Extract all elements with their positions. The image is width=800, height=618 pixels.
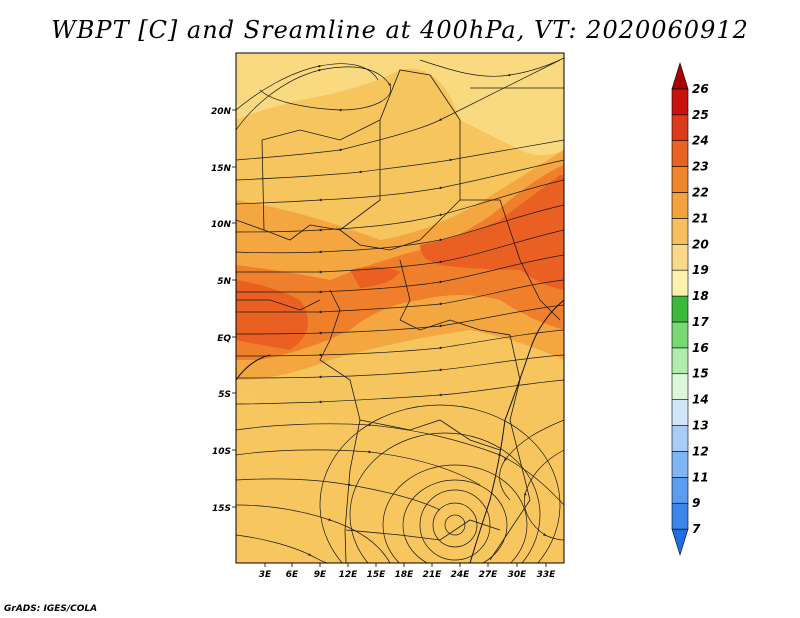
colorbar-label: 23 xyxy=(692,160,709,174)
colorbar-label: 24 xyxy=(692,134,709,148)
map-panel xyxy=(236,53,564,563)
lon-label-9e: 9E xyxy=(314,570,327,580)
credit-text: GrADS: IGES/COLA xyxy=(4,604,98,614)
lon-label-30e: 30E xyxy=(508,570,528,580)
wbpt-area-23 xyxy=(236,175,564,350)
colorbar-swatch xyxy=(671,502,689,530)
lat-label-15n: 15N xyxy=(211,164,232,174)
lat-tick-labels: 20N 15N 10N 5N EQ 5S 10S 15S xyxy=(211,107,232,514)
lon-tick-labels: 3E 6E 9E 12E 15E 18E 21E 24E 27E 30E 33E xyxy=(259,570,556,580)
tick-marks xyxy=(232,109,547,567)
colorbar-label: 11 xyxy=(692,470,709,484)
lon-label-21e: 21E xyxy=(423,570,443,580)
lon-label-18e: 18E xyxy=(395,570,415,580)
colorbar-swatch xyxy=(671,140,689,167)
colorbar-swatch xyxy=(671,243,689,271)
lat-label-20n: 20N xyxy=(211,107,232,117)
colorbar-label: 7 xyxy=(692,522,701,536)
lon-label-33e: 33E xyxy=(537,570,557,580)
lat-label-eq: EQ xyxy=(217,334,231,344)
lon-label-3e: 3E xyxy=(259,570,272,580)
colorbar-swatch xyxy=(671,425,689,452)
colorbar-label: 13 xyxy=(692,419,709,433)
colorbar-label: 22 xyxy=(692,185,709,199)
colorbar-label: 9 xyxy=(692,496,700,510)
lon-label-12e: 12E xyxy=(339,570,359,580)
lat-label-10s: 10S xyxy=(212,447,231,457)
streamlines xyxy=(236,57,564,563)
colorbar-swatch xyxy=(671,399,689,426)
colorbar-label: 20 xyxy=(692,237,709,251)
colorbar-label: 25 xyxy=(692,108,709,122)
colorbar-swatch xyxy=(671,373,689,400)
colorbar-swatch xyxy=(671,295,689,323)
lat-label-5s: 5S xyxy=(218,390,231,400)
wbpt-area-20-south xyxy=(236,390,564,563)
wbpt-area-19 xyxy=(236,53,564,155)
colorbar-label: 16 xyxy=(692,341,709,355)
chart-title: WBPT [C] and Sreamline at 400hPa, VT: 20… xyxy=(51,16,749,44)
colorbar-swatch xyxy=(671,347,689,375)
colorbar-label: 12 xyxy=(692,444,709,458)
lat-label-5n: 5N xyxy=(217,277,231,287)
colorbar-swatch xyxy=(671,218,689,245)
lon-label-15e: 15E xyxy=(367,570,387,580)
lat-label-15s: 15S xyxy=(212,504,231,514)
colorbar-label: 21 xyxy=(692,211,709,225)
lon-label-27e: 27E xyxy=(479,570,499,580)
colorbar-swatch xyxy=(671,321,689,349)
colorbar-swatch xyxy=(671,451,689,478)
colorbar-swatch xyxy=(671,61,689,90)
colorbar-label: 18 xyxy=(692,289,709,303)
colorbar-swatch xyxy=(671,88,689,116)
colorbar-swatch xyxy=(671,192,689,219)
colorbar-swatch xyxy=(671,114,689,141)
map-frame xyxy=(235,52,565,564)
colorbar-label: 19 xyxy=(692,263,709,277)
colorbar-swatch xyxy=(671,528,689,557)
colorbar-swatch xyxy=(671,269,689,297)
lon-label-24e: 24E xyxy=(451,570,471,580)
colorbar-swatch xyxy=(671,166,689,193)
colorbar-swatch xyxy=(671,477,689,504)
lon-label-6e: 6E xyxy=(286,570,299,580)
lat-label-10n: 10N xyxy=(211,220,232,230)
colorbar-label: 15 xyxy=(692,367,709,381)
colorbar-label: 26 xyxy=(692,82,709,96)
colorbar-label: 17 xyxy=(692,315,709,329)
colorbar-label: 14 xyxy=(692,393,709,407)
colorbar: 7 9 11 12 13 14 15 16 17 18 19 20 21 22 23 24 25 26 xyxy=(671,61,709,557)
